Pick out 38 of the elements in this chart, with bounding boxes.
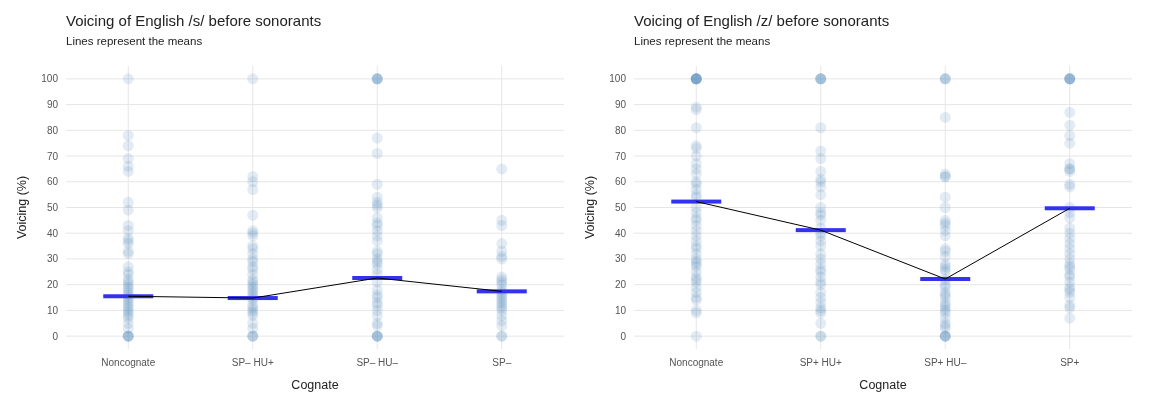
y-tick-label: 10	[46, 304, 59, 316]
x-tick-label: SP–	[492, 357, 512, 368]
y-tick-label: 20	[614, 279, 627, 291]
y-tick-label: 80	[614, 124, 627, 136]
y-tick-label: 80	[46, 124, 59, 136]
y-tick-label: 0	[52, 330, 59, 342]
y-tick-label: 30	[46, 253, 59, 265]
y-tick-label: 100	[41, 73, 59, 85]
y-tick-label: 70	[614, 150, 627, 162]
y-tick-label: 30	[614, 253, 627, 265]
y-tick-label: 40	[46, 227, 59, 239]
y-axis-title: Voicing (%)	[583, 175, 597, 240]
x-tick-label: SP+ HU+	[799, 357, 843, 368]
y-tick-label: 10	[614, 304, 627, 316]
x-tick-label: Noncognate	[669, 357, 724, 368]
x-tick-label: SP– HU+	[231, 357, 274, 368]
x-axis-title: Cognate	[291, 378, 339, 392]
chart-title: Voicing of English /s/ before sonorants	[66, 12, 322, 29]
chart-subtitle: Lines represent the means	[634, 35, 771, 47]
y-tick-label: 0	[620, 330, 627, 342]
y-tick-label: 50	[614, 202, 627, 213]
chart-subtitle: Lines represent the means	[66, 35, 203, 47]
x-tick-label: Noncognate	[101, 357, 156, 368]
y-tick-label: 70	[46, 150, 59, 162]
y-tick-label: 60	[614, 176, 627, 188]
y-tick-label: 40	[614, 227, 627, 239]
y-tick-label: 90	[46, 99, 59, 111]
y-axis-title: Voicing (%)	[15, 175, 29, 240]
y-tick-label: 100	[609, 73, 627, 85]
x-tick-label: SP+	[1060, 357, 1080, 368]
y-tick-label: 20	[46, 279, 59, 291]
chart-title: Voicing of English /z/ before sonorants	[634, 12, 890, 29]
y-tick-label: 90	[614, 99, 627, 111]
x-tick-label: SP+ HU–	[924, 357, 967, 368]
x-axis-title: Cognate	[859, 378, 907, 392]
y-tick-label: 50	[46, 202, 59, 213]
x-tick-label: SP– HU–	[356, 357, 399, 368]
y-tick-label: 60	[46, 176, 59, 188]
